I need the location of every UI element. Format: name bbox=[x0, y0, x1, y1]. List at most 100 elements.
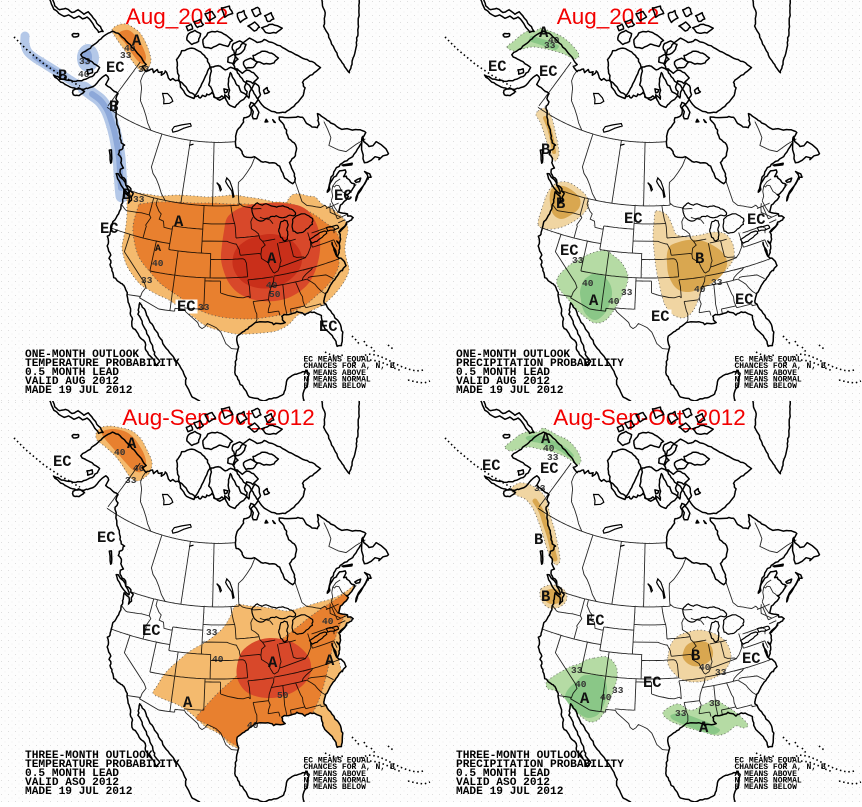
svg-text:33: 33 bbox=[141, 275, 153, 286]
svg-text:B: B bbox=[534, 531, 543, 549]
svg-text:B MEANS BELOW: B MEANS BELOW bbox=[735, 382, 798, 391]
svg-text:40: 40 bbox=[699, 662, 711, 673]
svg-text:VALID ASO 2012: VALID ASO 2012 bbox=[25, 777, 119, 789]
svg-text:40: 40 bbox=[543, 443, 555, 454]
svg-text:EC: EC bbox=[142, 622, 161, 640]
svg-text:EC: EC bbox=[319, 318, 338, 336]
svg-text:0.5 MONTH LEAD: 0.5 MONTH LEAD bbox=[25, 367, 119, 379]
svg-text:MADE 19 JUL 2012: MADE 19 JUL 2012 bbox=[25, 385, 133, 397]
svg-text:40: 40 bbox=[78, 69, 90, 80]
svg-text:B: B bbox=[541, 588, 550, 606]
svg-text:EC MEANS EQUAL: EC MEANS EQUAL bbox=[304, 757, 371, 766]
svg-text:CHANCES FOR A, N, B: CHANCES FOR A, N, B bbox=[304, 763, 395, 772]
svg-text:0.5 MONTH LEAD: 0.5 MONTH LEAD bbox=[456, 367, 550, 379]
svg-text:EC: EC bbox=[97, 529, 116, 547]
svg-text:40: 40 bbox=[582, 278, 594, 289]
svg-text:EC MEANS EQUAL: EC MEANS EQUAL bbox=[735, 356, 802, 365]
svg-text:33: 33 bbox=[79, 56, 91, 67]
svg-text:B: B bbox=[695, 250, 704, 268]
svg-text:A: A bbox=[132, 32, 142, 50]
svg-text:0.5 MONTH LEAD: 0.5 MONTH LEAD bbox=[25, 768, 119, 780]
svg-text:40: 40 bbox=[322, 616, 334, 627]
svg-text:THREE-MONTH OUTLOOK: THREE-MONTH OUTLOOK bbox=[456, 750, 584, 762]
svg-text:EC MEANS EQUAL: EC MEANS EQUAL bbox=[735, 757, 802, 766]
svg-text:33: 33 bbox=[709, 698, 721, 709]
svg-text:B: B bbox=[58, 67, 67, 85]
svg-text:0.5 MONTH LEAD: 0.5 MONTH LEAD bbox=[456, 768, 550, 780]
svg-text:CHANCES FOR A, N, B: CHANCES FOR A, N, B bbox=[735, 362, 826, 371]
svg-text:40: 40 bbox=[548, 35, 560, 46]
svg-text:A: A bbox=[174, 213, 184, 231]
svg-text:MADE 19 JUL 2012: MADE 19 JUL 2012 bbox=[456, 786, 564, 798]
svg-text:A MEANS ABOVE: A MEANS ABOVE bbox=[735, 770, 798, 779]
svg-text:B: B bbox=[541, 141, 550, 159]
svg-text:EC: EC bbox=[177, 298, 196, 316]
svg-text:A: A bbox=[541, 430, 551, 448]
svg-text:B MEANS BELOW: B MEANS BELOW bbox=[735, 783, 798, 792]
svg-text:PRECIPITATION PROBABILITY: PRECIPITATION PROBABILITY bbox=[456, 759, 624, 771]
svg-text:40: 40 bbox=[608, 296, 620, 307]
svg-text:N MEANS NORMAL: N MEANS NORMAL bbox=[304, 375, 371, 384]
svg-text:A: A bbox=[580, 690, 590, 708]
svg-text:B: B bbox=[556, 195, 565, 213]
svg-text:EC: EC bbox=[560, 242, 579, 260]
svg-text:N MEANS NORMAL: N MEANS NORMAL bbox=[735, 776, 802, 785]
svg-text:33: 33 bbox=[675, 708, 687, 719]
svg-text:ONE-MONTH OUTLOOK: ONE-MONTH OUTLOOK bbox=[456, 349, 570, 361]
svg-text:EC: EC bbox=[100, 220, 119, 238]
svg-text:EC: EC bbox=[334, 187, 353, 205]
svg-text:33: 33 bbox=[133, 194, 145, 205]
svg-text:33: 33 bbox=[206, 627, 218, 638]
svg-text:EC: EC bbox=[586, 612, 605, 630]
svg-text:33: 33 bbox=[125, 475, 137, 486]
svg-text:33: 33 bbox=[571, 665, 583, 676]
svg-text:A MEANS ABOVE: A MEANS ABOVE bbox=[304, 770, 367, 779]
svg-text:EC MEANS EQUAL: EC MEANS EQUAL bbox=[304, 356, 371, 365]
svg-text:CHANCES FOR A, N, B: CHANCES FOR A, N, B bbox=[735, 763, 826, 772]
svg-text:A: A bbox=[699, 719, 709, 737]
svg-text:A: A bbox=[183, 694, 193, 712]
svg-text:33: 33 bbox=[547, 452, 559, 463]
svg-text:THREE-MONTH OUTLOOK: THREE-MONTH OUTLOOK bbox=[25, 750, 153, 762]
svg-text:EC: EC bbox=[643, 674, 662, 692]
svg-text:33: 33 bbox=[715, 667, 727, 678]
svg-text:EC: EC bbox=[488, 58, 507, 76]
svg-text:EC: EC bbox=[539, 63, 558, 81]
svg-text:33: 33 bbox=[612, 685, 624, 696]
svg-text:MADE 19 JUL 2012: MADE 19 JUL 2012 bbox=[456, 385, 564, 397]
svg-text:A MEANS ABOVE: A MEANS ABOVE bbox=[735, 369, 798, 378]
svg-text:A: A bbox=[155, 244, 161, 255]
svg-text:40: 40 bbox=[694, 284, 706, 295]
svg-text:N MEANS NORMAL: N MEANS NORMAL bbox=[304, 776, 371, 785]
svg-text:A: A bbox=[539, 24, 549, 42]
svg-text:A: A bbox=[589, 292, 599, 310]
svg-text:40: 40 bbox=[133, 463, 145, 474]
svg-text:A: A bbox=[325, 652, 335, 670]
svg-text:VALID ASO 2012: VALID ASO 2012 bbox=[456, 777, 550, 789]
svg-text:VALID AUG 2012: VALID AUG 2012 bbox=[456, 376, 550, 388]
svg-text:B: B bbox=[691, 647, 700, 665]
svg-text:A MEANS ABOVE: A MEANS ABOVE bbox=[304, 369, 367, 378]
svg-text:Aug-Sep-Oct_2012: Aug-Sep-Oct_2012 bbox=[553, 405, 746, 430]
svg-text:A: A bbox=[268, 654, 278, 672]
svg-text:50: 50 bbox=[277, 690, 289, 701]
svg-text:TEMPERATURE PROBABILITY: TEMPERATURE PROBABILITY bbox=[25, 358, 180, 370]
svg-text:50: 50 bbox=[269, 289, 281, 300]
svg-text:ONE-MONTH OUTLOOK: ONE-MONTH OUTLOOK bbox=[25, 349, 139, 361]
svg-text:Aug_2012: Aug_2012 bbox=[557, 4, 660, 29]
svg-text:TEMPERATURE PROBABILITY: TEMPERATURE PROBABILITY bbox=[25, 759, 180, 771]
svg-text:33: 33 bbox=[120, 50, 132, 61]
svg-text:EC: EC bbox=[540, 460, 559, 478]
svg-text:N MEANS NORMAL: N MEANS NORMAL bbox=[735, 375, 802, 384]
svg-text:33: 33 bbox=[544, 40, 556, 51]
svg-text:EC: EC bbox=[53, 453, 72, 471]
svg-text:VALID AUG 2012: VALID AUG 2012 bbox=[25, 376, 119, 388]
svg-text:EC: EC bbox=[106, 59, 125, 77]
svg-text:EC: EC bbox=[742, 650, 761, 668]
svg-text:EC: EC bbox=[747, 211, 766, 229]
svg-text:B MEANS BELOW: B MEANS BELOW bbox=[304, 382, 367, 391]
svg-text:PRECIPITATION PROBABILITY: PRECIPITATION PROBABILITY bbox=[456, 358, 624, 370]
svg-text:EC: EC bbox=[735, 291, 754, 309]
svg-text:EC: EC bbox=[651, 308, 670, 326]
svg-text:33: 33 bbox=[572, 255, 584, 266]
